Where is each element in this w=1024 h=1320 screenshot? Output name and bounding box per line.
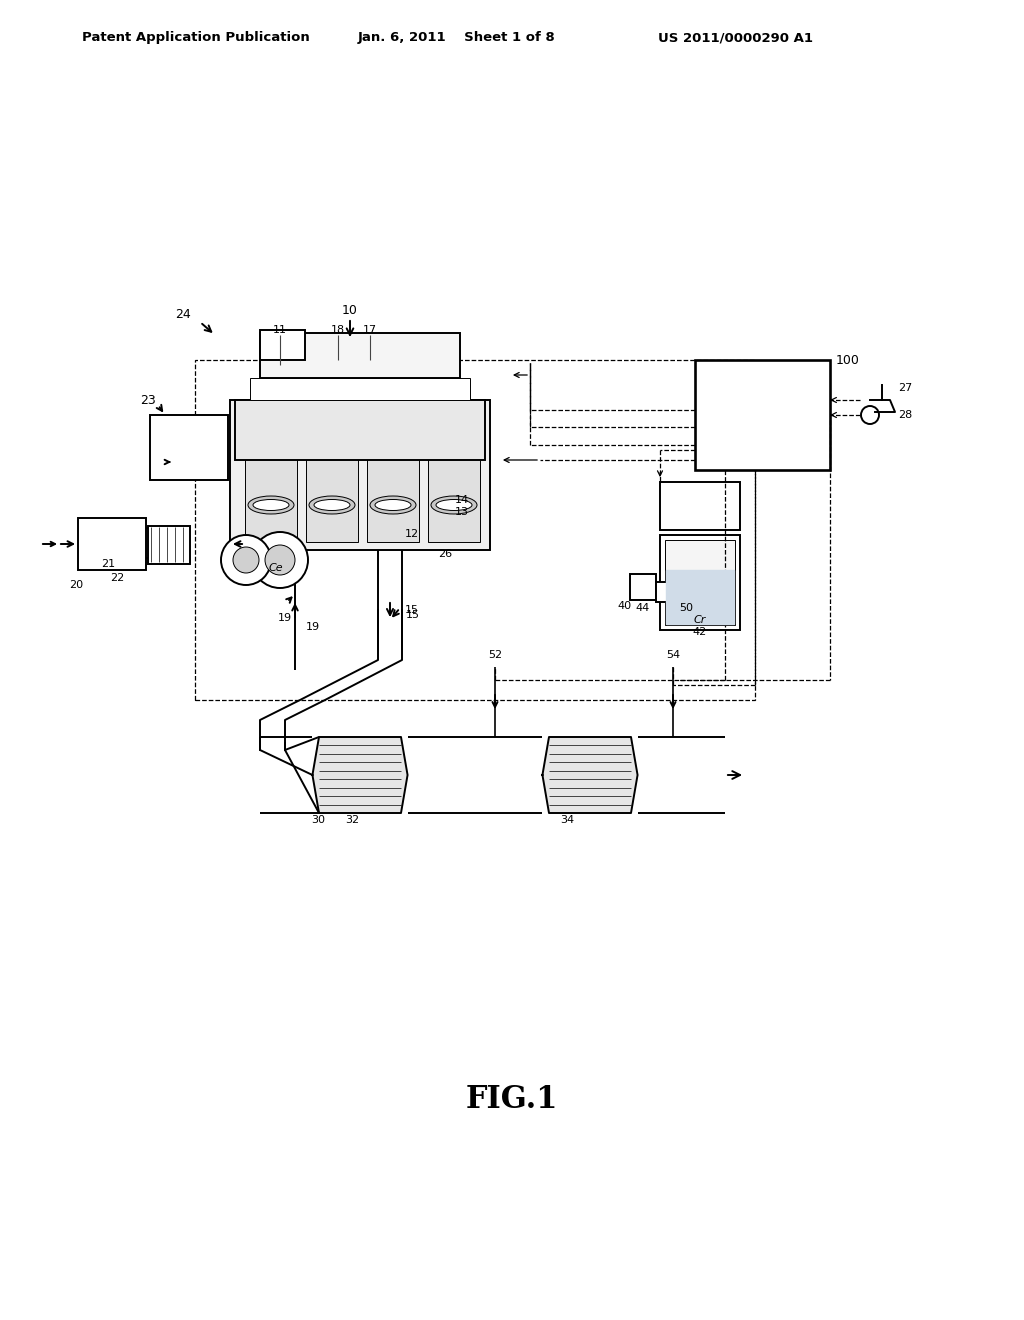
- Text: 40: 40: [617, 601, 632, 611]
- Ellipse shape: [436, 499, 472, 511]
- Text: 15: 15: [406, 605, 419, 615]
- Text: Patent Application Publication: Patent Application Publication: [82, 32, 309, 45]
- Bar: [695, 360, 830, 470]
- Ellipse shape: [253, 499, 289, 511]
- Polygon shape: [666, 570, 734, 624]
- Bar: [230, 400, 490, 550]
- Text: Jan. 6, 2011    Sheet 1 of 8: Jan. 6, 2011 Sheet 1 of 8: [358, 32, 556, 45]
- Text: 13: 13: [455, 507, 469, 517]
- Ellipse shape: [370, 496, 416, 513]
- Bar: [660, 482, 740, 531]
- Bar: [150, 414, 228, 480]
- Circle shape: [265, 545, 295, 576]
- Text: 42: 42: [693, 627, 708, 638]
- Bar: [428, 442, 480, 543]
- Text: 21: 21: [101, 558, 115, 569]
- Text: 14: 14: [455, 495, 469, 506]
- Bar: [660, 535, 740, 630]
- Polygon shape: [312, 737, 408, 813]
- Text: 19: 19: [306, 622, 321, 632]
- Text: 52: 52: [488, 649, 502, 660]
- Text: 19: 19: [278, 612, 292, 623]
- Bar: [260, 330, 305, 360]
- Text: US 2011/0000290 A1: US 2011/0000290 A1: [658, 32, 813, 45]
- Text: 30: 30: [311, 814, 325, 825]
- Text: 32: 32: [345, 814, 359, 825]
- Text: Ce: Ce: [268, 564, 284, 573]
- Circle shape: [252, 532, 308, 587]
- Text: 27: 27: [898, 383, 912, 393]
- Ellipse shape: [314, 499, 350, 511]
- Bar: [195, 360, 755, 700]
- Text: 15: 15: [406, 610, 420, 620]
- Text: 44: 44: [636, 603, 650, 612]
- Bar: [78, 517, 146, 570]
- Text: 10: 10: [342, 304, 358, 317]
- Bar: [630, 574, 656, 601]
- Text: 12: 12: [404, 529, 419, 539]
- Bar: [656, 582, 676, 602]
- Text: 11: 11: [273, 325, 287, 335]
- Polygon shape: [543, 737, 638, 813]
- Ellipse shape: [248, 496, 294, 513]
- Circle shape: [221, 535, 271, 585]
- Text: 18: 18: [331, 325, 345, 335]
- Text: 34: 34: [560, 814, 574, 825]
- Bar: [245, 442, 297, 543]
- Text: 22: 22: [110, 573, 124, 583]
- Bar: [234, 400, 485, 459]
- Bar: [306, 442, 358, 543]
- Text: 26: 26: [438, 549, 452, 558]
- Bar: [260, 333, 460, 378]
- Text: 20: 20: [69, 579, 83, 590]
- Text: 54: 54: [666, 649, 680, 660]
- Bar: [250, 378, 470, 400]
- Bar: [367, 442, 419, 543]
- Ellipse shape: [309, 496, 355, 513]
- Text: FIG.1: FIG.1: [466, 1085, 558, 1115]
- Circle shape: [233, 546, 259, 573]
- Text: 28: 28: [898, 411, 912, 420]
- Ellipse shape: [431, 496, 477, 513]
- Text: 23: 23: [140, 393, 156, 407]
- Ellipse shape: [375, 499, 411, 511]
- Text: 24: 24: [175, 309, 190, 322]
- Bar: [148, 525, 190, 564]
- Text: 100: 100: [836, 354, 860, 367]
- Text: Cr: Cr: [694, 615, 707, 624]
- Text: 17: 17: [362, 325, 377, 335]
- Circle shape: [861, 407, 879, 424]
- Text: 50: 50: [679, 603, 693, 612]
- Bar: [665, 540, 735, 624]
